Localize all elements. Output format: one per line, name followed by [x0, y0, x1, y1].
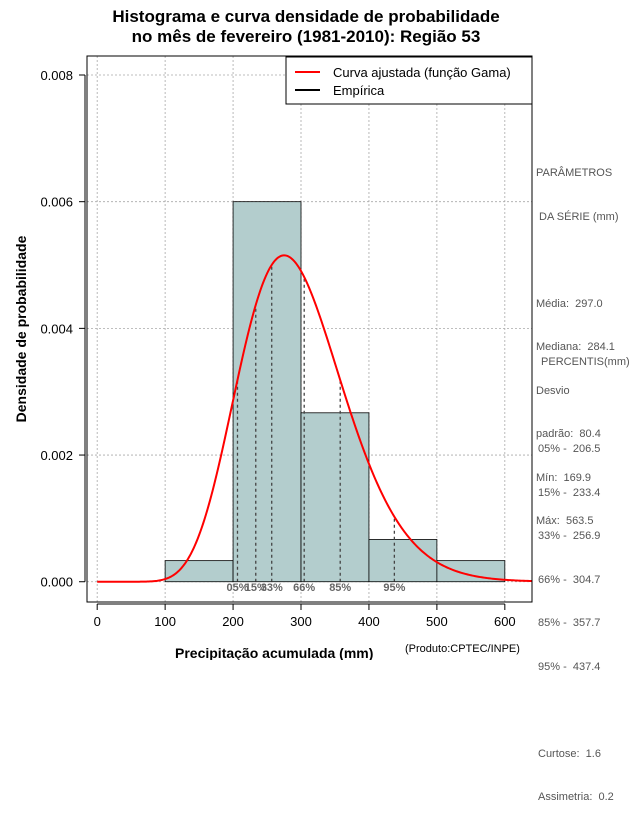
series-parameters-panel: PARÂMETROS DA SÉRIE (mm) ​ Média: 297.0 …	[536, 137, 619, 543]
histogram-bars	[164, 201, 506, 583]
x-tick-label: 400	[358, 614, 380, 629]
percentile-label-15: 15%	[245, 582, 267, 594]
percentil-85: 85% - 357.7	[538, 617, 601, 629]
y-tick-label: 0.000	[40, 575, 73, 590]
source-note: (Produto:CPTEC/INPE)	[405, 643, 520, 655]
params-heading-1: PARÂMETROS	[536, 167, 613, 179]
fitted-gamma-curve	[97, 254, 532, 583]
y-tick-label: 0.002	[40, 448, 73, 463]
param-min: Mín: 169.9	[536, 471, 592, 484]
histogram-bar-4	[368, 539, 438, 583]
percentile-label-95: 95%	[383, 582, 405, 594]
legend: Curva ajustada (função Gama) Empírica	[285, 56, 533, 105]
param-mean: Média: 297.0	[536, 297, 603, 310]
param-median: Mediana: 284.1	[536, 341, 615, 353]
percentile-label-85: 85%	[329, 582, 351, 594]
legend-label-fitted: Curva ajustada (função Gama)	[333, 65, 511, 80]
x-tick-label: 0	[94, 614, 101, 629]
x-tick-label: 500	[426, 614, 448, 629]
params-heading-2: DA SÉRIE (mm)	[536, 210, 619, 223]
histogram-bar-5	[436, 560, 506, 583]
x-tick-label: 100	[154, 614, 176, 629]
percentile-label-66: 66%	[293, 582, 315, 594]
y-tick-label: 0.006	[40, 195, 73, 210]
skewness: Assimetria: 0.2	[538, 791, 614, 803]
chart-title-line-1: Histograma e curva densidade de probabil…	[112, 7, 500, 26]
x-tick-label: 300	[290, 614, 312, 629]
percentis-heading: PERCENTIS(mm)	[538, 356, 630, 368]
legend-label-empirical: Empírica	[333, 83, 385, 98]
y-tick-label: 0.004	[40, 321, 73, 336]
param-std-label: Desvio	[536, 384, 570, 397]
histogram-bar-3	[300, 412, 370, 583]
percentile-label-05: 05%	[226, 582, 248, 594]
histogram-bar-2	[232, 201, 302, 583]
histogram-bar-1	[164, 560, 234, 583]
param-max: Máx: 563.5	[536, 515, 594, 527]
percentil-66: 66% - 304.7	[538, 573, 601, 586]
kurtosis: Curtose: 1.6	[538, 747, 601, 760]
y-tick-label: 0.008	[40, 68, 73, 83]
percentiles-panel: PERCENTIS(mm) ​ 05% - 206.5 15% - 233.4 …	[538, 326, 630, 819]
param-std: padrão: 80.4	[536, 428, 601, 440]
x-tick-label: 600	[494, 614, 516, 629]
percentile-lines: 05%15%33% 66% 85% 95%	[226, 264, 406, 594]
percentile-label-33: 33%	[261, 582, 283, 594]
plot-frame	[86, 55, 533, 603]
chart-title: Histograma e curva densidade de probabil…	[0, 7, 612, 47]
histogram-chart: 05%15%33% 66% 85% 95% 0 100 200 300 400 500 600 0.…	[13, 55, 533, 660]
x-tick-label: 200	[222, 614, 244, 629]
chart-title-line-2: no mês de fevereiro (1981-2010): Região …	[131, 27, 481, 46]
legend-box	[285, 56, 533, 105]
percentil-95: 95% - 437.4	[538, 660, 601, 673]
percentil-05: 05% - 206.5	[538, 443, 601, 455]
x-axis-label: Precipitação acumulada (mm)	[175, 645, 373, 660]
percentil-15: 15% - 233.4	[538, 486, 601, 499]
y-axis-label: Densidade de probabilidade	[13, 235, 29, 422]
axes: 0 100 200 300 400 500 600 0.000 0.002 0.004 0.006 0…	[40, 68, 515, 629]
percentil-33: 33% - 256.9	[538, 530, 601, 542]
